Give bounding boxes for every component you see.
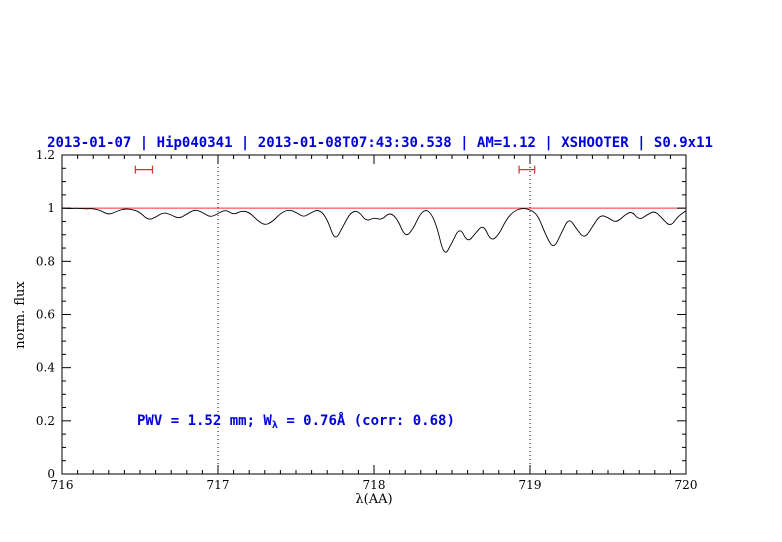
telluric-band-marker (518, 165, 536, 174)
pwv-annotation-subscript: λ (272, 420, 278, 431)
chart-layer: 716 717 718 719 720 0 0.2 0.4 0.6 0.8 1 1.2 (36, 148, 698, 492)
y-tick-label: 0.4 (36, 361, 55, 375)
pwv-annotation-suffix: = 0.76Å (corr: 0.68) (278, 412, 455, 429)
telluric-band-marker (134, 165, 154, 174)
y-tick-label: 1.2 (36, 148, 55, 162)
plot-title: 2013-01-07 | Hip040341 | 2013-01-08T07:4… (47, 135, 713, 151)
x-axis-label: λ(AA) (355, 492, 392, 507)
x-tick-label: 716 (51, 478, 74, 492)
y-tick-label: 0 (47, 467, 55, 481)
x-tick-label: 720 (675, 478, 698, 492)
x-tick-label: 718 (363, 478, 386, 492)
pwv-annotation-prefix: PWV = 1.52 mm; W (137, 413, 272, 429)
x-tick-label: 719 (519, 478, 542, 492)
x-tick-label: 717 (207, 478, 230, 492)
y-tick-label: 0.2 (36, 414, 55, 428)
y-tick-label: 1 (47, 201, 55, 215)
y-axis-label: norm. flux (13, 281, 28, 349)
y-tick-label: 0.6 (36, 308, 55, 322)
spectrum-line (61, 207, 687, 253)
y-tick-label: 0.8 (36, 254, 55, 268)
pwv-annotation: PWV = 1.52 mm; Wλ = 0.76Å (corr: 0.68) (137, 412, 455, 431)
